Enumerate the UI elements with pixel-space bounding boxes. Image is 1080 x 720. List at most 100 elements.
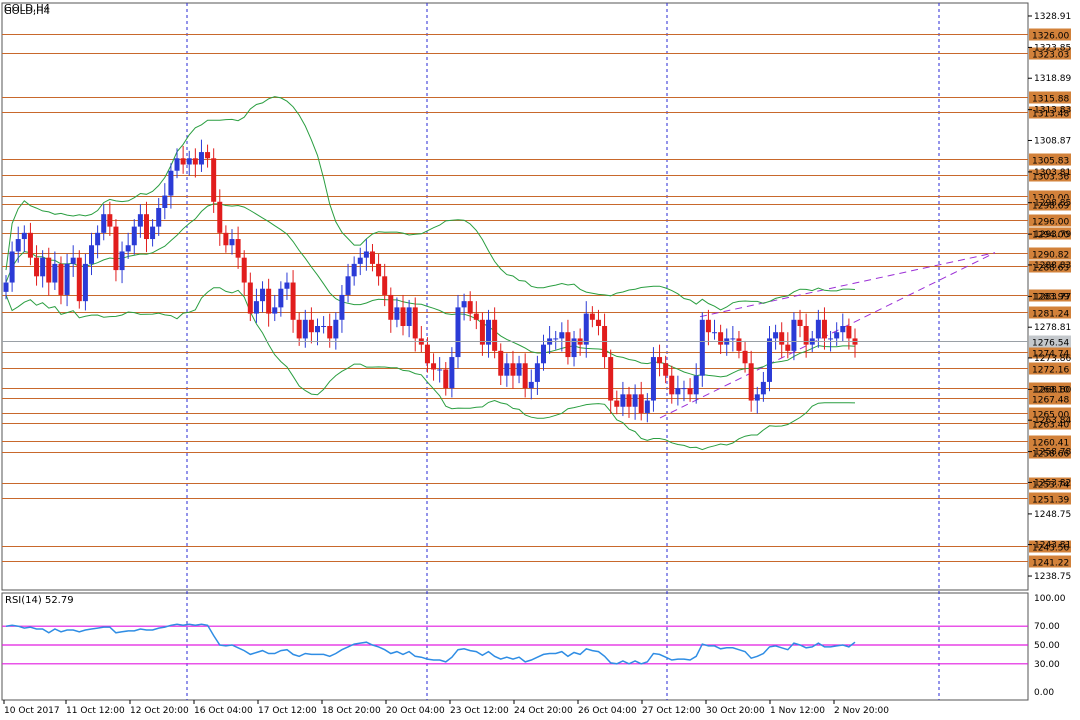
y-tick-label-11: 1273.86 [1034, 354, 1071, 364]
candle-body [473, 313, 479, 320]
candle-body [321, 326, 327, 328]
candle-body [278, 288, 284, 308]
candle-body [260, 288, 266, 302]
rsi-tick-label-1: 70.00 [1034, 622, 1060, 632]
candle-body [760, 381, 766, 395]
candle-body [766, 338, 772, 382]
level-label-3: 1313.48 [1032, 110, 1069, 120]
rsi-tick-label-0: 100.00 [1034, 594, 1066, 604]
candle-body [34, 257, 40, 277]
level-badge-16 [1029, 382, 1071, 395]
candle-body [400, 307, 406, 327]
candle-body [156, 207, 162, 227]
y-tick-label-4: 1308.87 [1034, 136, 1071, 146]
candle-body [516, 363, 522, 376]
level-label-2: 1315.88 [1032, 95, 1069, 105]
level-label-4: 1305.83 [1032, 157, 1069, 167]
x-tick-label-7: 23 Oct 12:00 [450, 706, 509, 716]
rsi-title-text: RSI(14) 52.79 [5, 595, 74, 606]
level-label-10: 1290.82 [1032, 251, 1069, 261]
candle-body [730, 338, 736, 340]
candle-body [644, 400, 650, 413]
candle-body [76, 257, 82, 302]
level-label-11: 1288.63 [1032, 264, 1069, 274]
candle-body [742, 350, 748, 364]
candle-body [522, 363, 528, 389]
candle-body [846, 326, 852, 339]
candle-body [382, 276, 388, 295]
candle-body [89, 245, 95, 264]
candle-body [773, 332, 779, 339]
candle-body [302, 319, 308, 339]
candle-body [137, 214, 143, 227]
level-badge-23 [1029, 492, 1071, 505]
level-label-7: 1298.69 [1032, 202, 1069, 212]
level-label-17: 1267.48 [1032, 396, 1069, 406]
rsi-tick-label-4: 0.00 [1034, 688, 1054, 698]
level-label-20: 1260.41 [1032, 439, 1069, 449]
level-badge-9 [1029, 227, 1071, 240]
candle-body [443, 369, 449, 389]
candle-body [663, 363, 669, 376]
level-label-0: 1326.00 [1032, 32, 1069, 42]
candle-body [113, 226, 119, 271]
y-tick-label-9: 1283.77 [1034, 292, 1071, 302]
candle-body [394, 307, 400, 320]
candle-body [247, 282, 253, 314]
candle-body [614, 400, 620, 407]
candle-body [186, 158, 192, 165]
candle-body [650, 357, 656, 401]
candle-body [797, 319, 803, 327]
level-badge-11 [1029, 260, 1071, 273]
candle-body [559, 332, 565, 339]
y-tick-label-16: 1248.75 [1034, 510, 1071, 520]
candle-body [455, 307, 461, 358]
candle-body [681, 388, 687, 390]
candle-body [565, 332, 571, 358]
candle-body [376, 263, 382, 277]
candle-body [821, 319, 827, 339]
candle-body [608, 357, 614, 401]
level-badge-21 [1029, 446, 1071, 459]
candle-body [339, 294, 345, 320]
level-badge-24 [1029, 540, 1071, 553]
level-badge-22 [1029, 477, 1071, 490]
candle-body [168, 170, 174, 196]
candle-body [388, 294, 394, 320]
y-tick-label-15: 1253.82 [1034, 478, 1071, 488]
candle-body [107, 214, 113, 227]
y-tick-label-1: 1323.85 [1034, 43, 1071, 53]
candle-body [534, 363, 540, 382]
x-tick-label-6: 20 Oct 04:00 [386, 706, 445, 716]
level-badge-0 [1029, 28, 1071, 41]
candle-body [327, 326, 333, 339]
level-label-16: 1269.10 [1032, 386, 1069, 396]
x-tick-label-5: 18 Oct 20:00 [322, 706, 381, 716]
candle-body [9, 251, 15, 283]
candle-body [748, 363, 754, 401]
candle-body [791, 319, 797, 351]
level-label-14: 1274.74 [1032, 350, 1069, 360]
candle-body [736, 338, 742, 351]
candle-body [632, 394, 638, 407]
y-tick-label-18: 1238.75 [1034, 572, 1071, 582]
level-badge-12 [1029, 289, 1071, 302]
level-label-12: 1283.99 [1032, 293, 1069, 303]
level-badge-20 [1029, 435, 1071, 448]
rsi-tick-label-3: 30.00 [1034, 660, 1060, 670]
level-label-8: 1296.00 [1032, 218, 1069, 228]
candle-body [290, 282, 296, 320]
candle-body [58, 263, 64, 295]
rsi-line [5, 623, 856, 665]
level-label-5: 1303.36 [1032, 173, 1069, 183]
candle-body [82, 263, 88, 302]
level-badge-18 [1029, 407, 1071, 420]
rsi-pane-frame [1, 592, 1029, 701]
candle-body [272, 307, 278, 314]
candle-body [424, 344, 430, 364]
level-badge-2 [1029, 91, 1071, 104]
level-label-15: 1272.16 [1032, 366, 1069, 376]
candle-body [223, 232, 229, 246]
